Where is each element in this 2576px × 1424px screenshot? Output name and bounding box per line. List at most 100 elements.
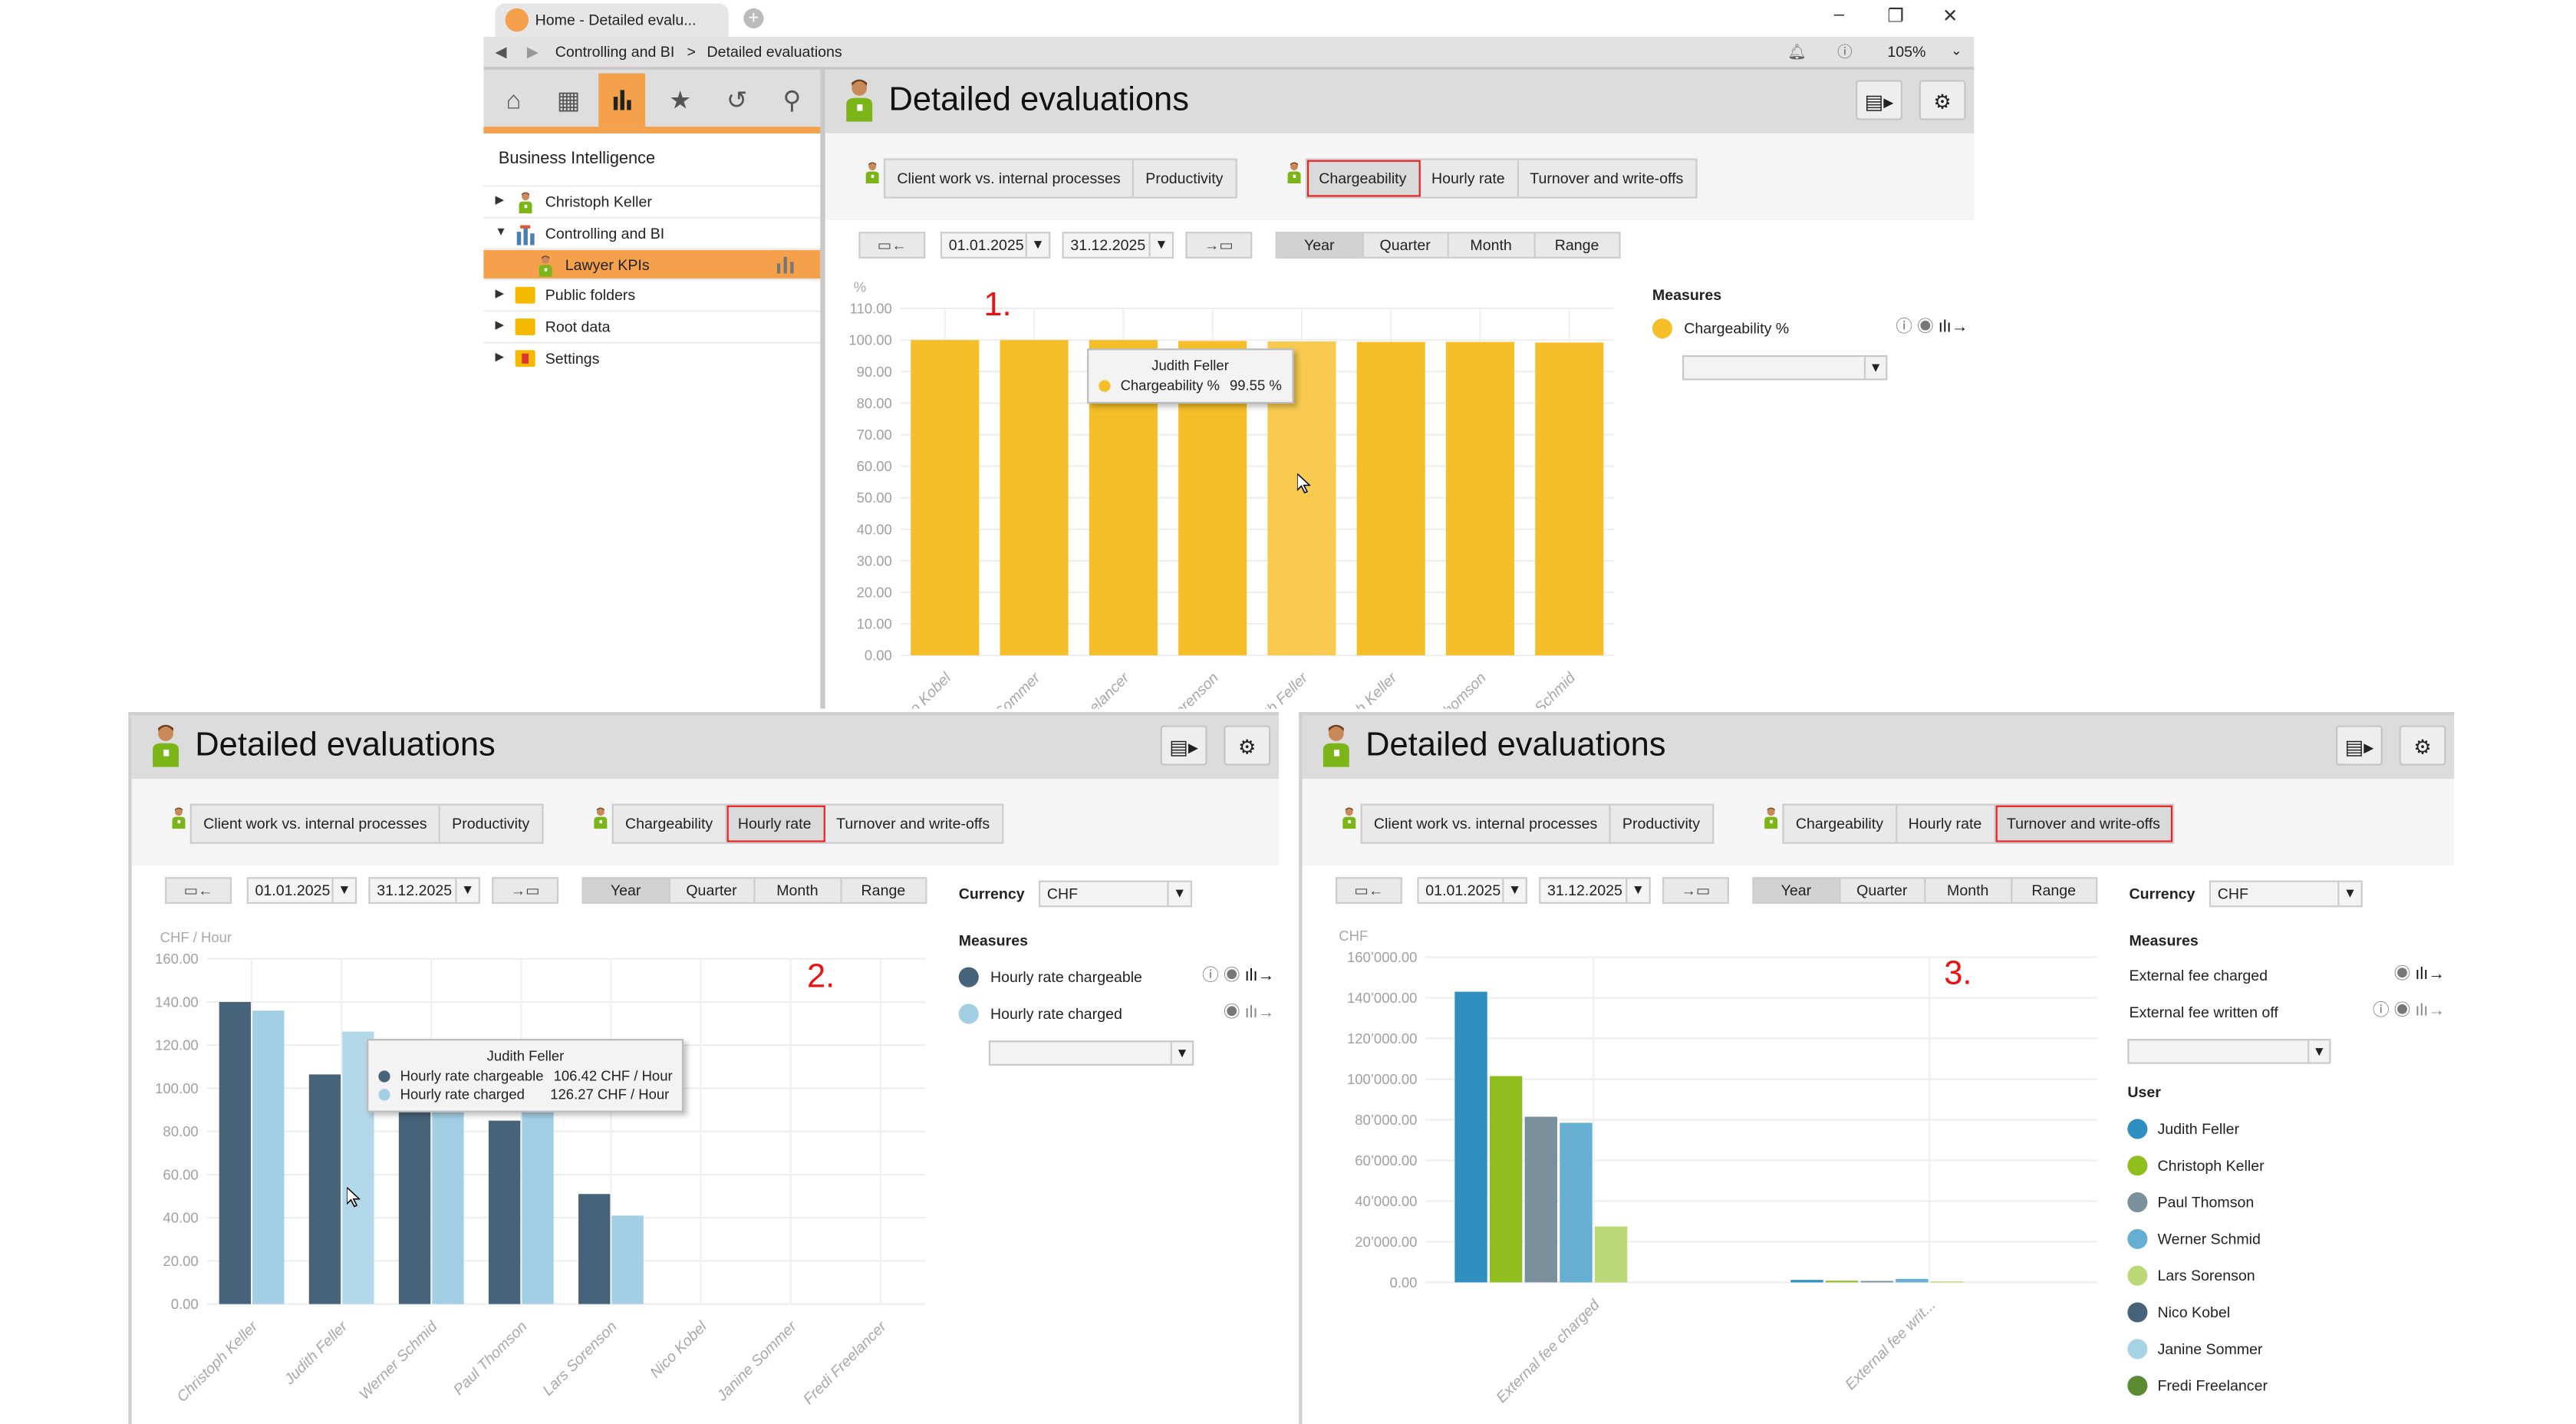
period-year[interactable]: Year: [1754, 878, 1840, 902]
export-button[interactable]: ▤▸: [1160, 725, 1207, 766]
previous-period-button[interactable]: ▭←: [165, 877, 232, 905]
chevron-down-icon[interactable]: ▼: [2337, 882, 2360, 906]
back-arrow-icon[interactable]: ◀: [495, 43, 507, 61]
tree-item[interactable]: ▶ Christoph Keller: [483, 185, 821, 216]
bar[interactable]: [611, 1215, 644, 1304]
tab-hourly-rate[interactable]: Hourly rate: [1896, 805, 1995, 842]
previous-period-button[interactable]: ▭←: [858, 232, 926, 259]
chevron-down-icon[interactable]: ▼: [1025, 233, 1049, 257]
chevron-down-icon[interactable]: ▼: [2308, 1040, 2329, 1063]
breadcrumb-item[interactable]: Controlling and BI: [555, 43, 675, 61]
bar[interactable]: [398, 1107, 431, 1304]
period-quarter[interactable]: Quarter: [1363, 233, 1449, 257]
period-year[interactable]: Year: [583, 878, 670, 902]
tree-item[interactable]: ▶ Settings: [483, 341, 821, 374]
browser-tab[interactable]: Home - Detailed evalu...: [495, 3, 729, 37]
legend-item[interactable]: Lars Sorenson: [2127, 1265, 2377, 1286]
date-from-select[interactable]: 01.01.2025 ▼: [940, 232, 1051, 259]
expanded-arrow-icon[interactable]: ▼: [495, 226, 507, 239]
tab-turnover-and-write-offs[interactable]: Turnover and write-offs: [836, 815, 990, 832]
chart-axis-icon[interactable]: ılı→: [2415, 1002, 2446, 1021]
chevron-down-icon[interactable]: ▼: [1863, 357, 1886, 379]
bar[interactable]: [252, 1010, 285, 1304]
eye-icon[interactable]: ◉: [1223, 967, 1240, 986]
bar[interactable]: [1790, 1280, 1823, 1283]
legend-item[interactable]: Nico Kobel: [2127, 1302, 2377, 1323]
export-button[interactable]: ▤▸: [1856, 80, 1902, 120]
bar[interactable]: [308, 1074, 341, 1304]
add-measure-select[interactable]: ▼: [2127, 1039, 2331, 1064]
tab-client-work-vs-internal-processes[interactable]: Client work vs. internal processes: [885, 160, 1135, 197]
period-quarter[interactable]: Quarter: [670, 878, 756, 902]
bar[interactable]: [1454, 991, 1487, 1283]
settings-button[interactable]: ⚙: [1224, 725, 1271, 766]
collapsed-arrow-icon[interactable]: ▶: [495, 320, 505, 332]
zoom-level[interactable]: 105%: [1887, 43, 1926, 61]
export-button[interactable]: ▤▸: [2336, 725, 2383, 766]
settings-button[interactable]: ⚙: [1919, 80, 1966, 120]
tab-productivity[interactable]: Productivity: [1145, 170, 1224, 187]
tab-turnover-and-write-offs[interactable]: Turnover and write-offs: [1995, 805, 2172, 842]
next-period-button[interactable]: →▭: [492, 877, 559, 905]
bi-chart-icon[interactable]: [598, 73, 646, 127]
info-icon[interactable]: ⓘ: [2372, 1002, 2390, 1021]
close-icon[interactable]: ✕: [1942, 6, 1958, 27]
tab-productivity[interactable]: Productivity: [1622, 815, 1701, 832]
bar[interactable]: [911, 340, 980, 656]
chevron-down-icon[interactable]: ▼: [1167, 882, 1190, 906]
tree-item[interactable]: ▶ Root data: [483, 310, 821, 341]
calendar-icon[interactable]: ▦: [556, 87, 581, 115]
currency-select[interactable]: CHF ▼: [2209, 880, 2363, 908]
period-range[interactable]: Range: [1554, 236, 1599, 254]
chart-axis-icon[interactable]: ılı→: [1244, 1004, 1275, 1023]
chart-axis-icon[interactable]: ılı→: [1244, 967, 1275, 986]
tab-hourly-rate[interactable]: Hourly rate: [726, 805, 825, 842]
legend-item[interactable]: Janine Sommer: [2127, 1339, 2377, 1360]
add-measure-select[interactable]: ▼: [988, 1040, 1194, 1066]
previous-period-button[interactable]: ▭←: [1335, 877, 1402, 905]
chart-axis-icon[interactable]: ılı→: [2415, 965, 2446, 984]
collapsed-arrow-icon[interactable]: ▶: [495, 351, 505, 364]
next-period-button[interactable]: →▭: [1662, 877, 1729, 905]
bar[interactable]: [488, 1120, 521, 1304]
collapsed-arrow-icon[interactable]: ▶: [495, 288, 505, 301]
eye-icon[interactable]: ◉: [2393, 965, 2411, 984]
new-tab-plus-icon[interactable]: +: [743, 8, 764, 28]
collapsed-arrow-icon[interactable]: ▶: [495, 195, 505, 207]
legend-item[interactable]: Paul Thomson: [2127, 1192, 2377, 1213]
bar[interactable]: [1825, 1281, 1859, 1283]
bar[interactable]: [1896, 1278, 1929, 1283]
legend-item[interactable]: Fredi Freelancer: [2127, 1376, 2377, 1396]
eye-icon[interactable]: ◉: [2393, 1002, 2411, 1021]
period-quarter[interactable]: Quarter: [1840, 878, 1926, 902]
tree-item[interactable]: Lawyer KPIs: [483, 248, 821, 281]
restore-icon[interactable]: ❐: [1887, 6, 1904, 27]
period-month[interactable]: Month: [1449, 233, 1535, 257]
tab-client-work-vs-internal-processes[interactable]: Client work vs. internal processes: [1362, 805, 1611, 842]
period-year[interactable]: Year: [1276, 233, 1363, 257]
chevron-down-icon[interactable]: ⌄: [1950, 43, 1962, 59]
date-to-select[interactable]: 31.12.2025 ▼: [368, 877, 480, 905]
bar[interactable]: [1445, 341, 1515, 656]
breadcrumb-item[interactable]: Detailed evaluations: [707, 43, 842, 61]
bar[interactable]: [1489, 1076, 1523, 1283]
tree-item[interactable]: ▶ Public folders: [483, 278, 821, 310]
period-month[interactable]: Month: [1925, 878, 2012, 902]
tab-chargeability[interactable]: Chargeability: [1784, 805, 1897, 842]
chart-axis-icon[interactable]: ılı→: [1938, 318, 1968, 338]
bar[interactable]: [432, 1109, 464, 1304]
info-icon[interactable]: ⓘ: [1202, 967, 1219, 986]
tab-productivity[interactable]: Productivity: [452, 815, 530, 832]
bar[interactable]: [1594, 1226, 1628, 1283]
tab-hourly-rate[interactable]: Hourly rate: [1420, 160, 1519, 197]
bar[interactable]: [1000, 340, 1069, 656]
info-icon[interactable]: ⓘ: [1837, 43, 1853, 61]
tab-chargeability[interactable]: Chargeability: [614, 805, 726, 842]
add-measure-select[interactable]: ▼: [1682, 354, 1888, 381]
eye-icon[interactable]: ◉: [1223, 1004, 1240, 1023]
bar[interactable]: [1356, 341, 1425, 656]
tab-client-work-vs-internal-processes[interactable]: Client work vs. internal processes: [192, 805, 440, 842]
bar[interactable]: [522, 1112, 554, 1304]
home-icon[interactable]: ⌂: [506, 87, 522, 115]
chevron-down-icon[interactable]: ▼: [1170, 1042, 1192, 1064]
